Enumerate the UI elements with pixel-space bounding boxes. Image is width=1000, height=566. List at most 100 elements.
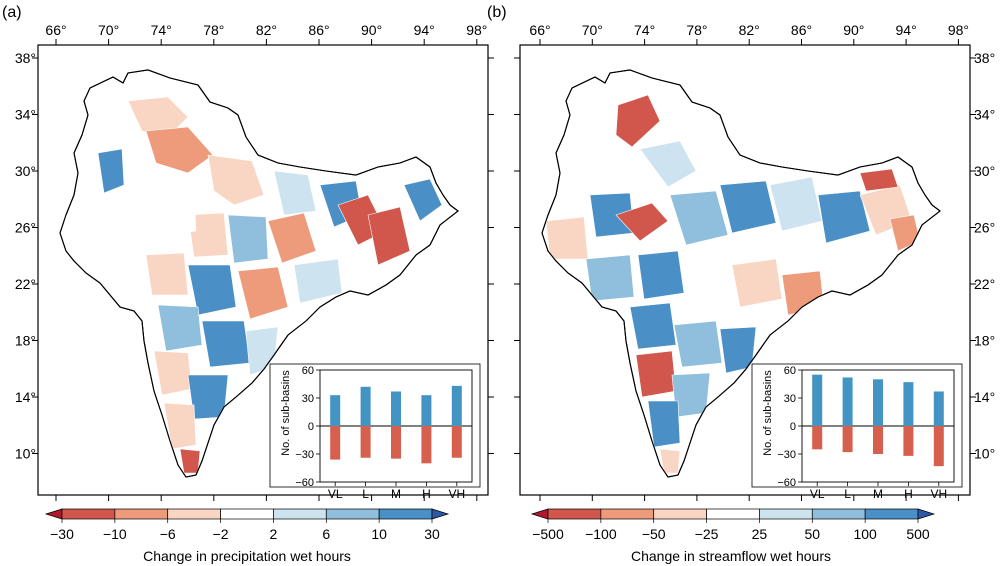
colorbar-tick-label: 30 [424, 526, 440, 542]
inset-bar-negative [421, 426, 432, 464]
sub-basin-patch [615, 94, 661, 148]
colorbar-extend-high [431, 508, 450, 520]
lat-tick-label: 14° [15, 389, 36, 405]
lon-tick-label: 98° [948, 22, 969, 38]
inset-ytick-label: −60 [295, 477, 314, 489]
lon-tick-label: 86° [791, 22, 812, 38]
colorbar-tick-label: −25 [695, 526, 719, 542]
sub-basin-patch [187, 264, 237, 316]
sub-basin-patch [719, 326, 757, 374]
inset-bar-positive [451, 385, 462, 426]
lat-tick-label: 30° [15, 163, 36, 179]
colorbar-tick-label: 100 [853, 526, 877, 542]
sub-basin-patch [367, 206, 411, 266]
sub-basin-patch [145, 126, 214, 174]
lon-ticks-b: 66° 70° 74° 78° 82° 86° 90° 94° 98° [529, 22, 969, 501]
colorbar-extend-low [530, 508, 549, 520]
inset-ylabel-a: No. of sub-basins [280, 370, 292, 456]
sub-basin-patch [669, 190, 729, 246]
inset-bar-negative [842, 426, 853, 453]
sub-basin-patch [187, 212, 229, 258]
sub-basin-patch [635, 350, 677, 398]
basin-patches-b [545, 94, 921, 474]
colorbar-segment [653, 508, 707, 520]
colorbar-tick-label: 500 [906, 526, 930, 542]
sub-basin-patch [585, 254, 635, 302]
inset-category-label: VL [328, 487, 343, 501]
colorbar-tick-label: −6 [160, 526, 176, 542]
sub-basin-patch [719, 180, 777, 234]
colorbar-extend-low [44, 508, 63, 520]
colorbar-segment [378, 508, 433, 520]
colorbar-tick-label: −30 [50, 526, 74, 542]
lon-tick-label: 98° [466, 22, 487, 38]
lat-tick-label: 30° [974, 163, 995, 179]
colorbar-title-a: Change in precipitation wet hours [143, 548, 351, 564]
panel-a: (a) 66° 70° 74° 78° 82° 86° 90° 94° 98° 38° 34° 30… [2, 4, 494, 564]
basin-patches-a [63, 96, 443, 474]
lat-tick-label: 22° [15, 276, 36, 292]
colorbar-b: Change in streamflow wet hours −500 −100 −… [530, 508, 936, 564]
sub-basin-patch [201, 320, 251, 368]
lon-tick-label: 90° [361, 22, 382, 38]
lon-tick-label: 74° [634, 22, 655, 38]
lon-tick-label: 78° [686, 22, 707, 38]
inset-ylabel-b: No. of sub-basins [762, 370, 774, 456]
sub-basin-patch [237, 266, 289, 320]
sub-basin-patch [267, 212, 317, 264]
lat-ticks-b: 38° 34° 30° 26° 22° 18° 14° 10° [514, 50, 995, 462]
inset-bar-negative [873, 426, 883, 454]
colorbar-segment [864, 508, 919, 520]
inset-ytick-label: −60 [777, 477, 796, 489]
sub-basin-patch [157, 304, 203, 352]
sub-basin-patch [683, 254, 733, 304]
inset-chart-b: No. of sub-basins 60 30 0 −30 −60 VL L M H VH [751, 363, 963, 501]
lon-tick-label: 78° [203, 22, 224, 38]
inset-category-label: H [904, 487, 913, 501]
lon-tick-label: 90° [843, 22, 864, 38]
lat-tick-label: 10° [15, 446, 36, 462]
inset-category-label: L [362, 487, 369, 501]
inset-ytick-label: −30 [295, 449, 314, 461]
basin-map-a [59, 69, 459, 478]
lat-tick-label: 22° [974, 276, 995, 292]
inset-bar-positive [421, 395, 432, 426]
lat-tick-label: 26° [974, 220, 995, 236]
colorbar-tick-label: 6 [322, 526, 330, 542]
sub-basin-patch [629, 302, 677, 350]
colorbar-segment [114, 508, 169, 520]
inset-ytick-label: 30 [302, 393, 314, 405]
colorbar-segment [706, 508, 760, 520]
sub-basin-patch [639, 140, 697, 188]
lat-tick-label: 18° [974, 333, 995, 349]
sub-basin-patch [207, 154, 265, 206]
colorbar-tick-label: 50 [804, 526, 820, 542]
sub-basin-patch [157, 190, 197, 236]
panel-b: (b) 66° 70° 74° 78° 82° 86° 90° 94° 98° 38° 34° 30… [487, 4, 995, 564]
inset-category-label: M [873, 487, 883, 501]
lat-tick-label: 38° [974, 50, 995, 66]
colorbar-a: Change in precipitation wet hours −30 −10… [44, 508, 450, 564]
colorbar-segment [273, 508, 327, 520]
sub-basin-patch [615, 202, 669, 242]
sub-basin-patch [637, 250, 685, 300]
inset-category-label: VL [810, 487, 825, 501]
sub-basin-patch [781, 270, 825, 316]
lon-tick-label: 74° [151, 22, 172, 38]
lat-tick-label: 10° [974, 446, 995, 462]
lon-tick-label: 70° [98, 22, 119, 38]
sub-basin-patch [769, 176, 823, 232]
sub-basin-patch [403, 178, 443, 222]
colorbar-segment [547, 508, 602, 520]
inset-background-b [751, 363, 963, 488]
inset-bar-positive [873, 379, 883, 426]
sub-basin-patch [145, 252, 189, 296]
colorbar-segment [61, 508, 116, 520]
inset-category-label: H [422, 487, 431, 501]
inset-category-label: VH [448, 487, 465, 501]
inset-bar-positive [903, 382, 914, 426]
lat-tick-label: 34° [15, 107, 36, 123]
colorbar-tick-label: 2 [270, 526, 278, 542]
coastline-b [541, 69, 941, 478]
